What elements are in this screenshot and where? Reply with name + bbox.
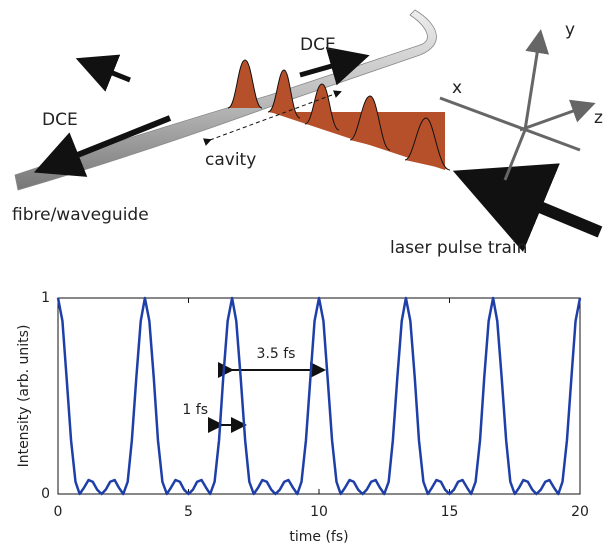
- y-axis-label: Intensity (arb. units): [16, 325, 32, 468]
- y-tick-label: 1: [41, 290, 50, 306]
- laser-arrow: [475, 180, 600, 232]
- y-axis-arrow: [525, 35, 540, 130]
- x-axis-label: time (fs): [289, 529, 348, 545]
- dce-arrow: [85, 62, 130, 80]
- y-tick-label: 0: [41, 486, 50, 502]
- label: cavity: [205, 150, 256, 170]
- label: laser pulse train: [390, 238, 527, 258]
- label: z: [594, 108, 603, 128]
- label: DCE: [300, 35, 336, 55]
- plot-frame: [58, 298, 580, 494]
- x-axis-line: [440, 98, 580, 150]
- axis-line: [505, 130, 525, 180]
- annotation: 1 fs: [182, 402, 208, 418]
- figure: DCE DCE cavity fibre/waveguide laser pul…: [0, 0, 608, 552]
- annotation: 3.5 fs: [257, 346, 296, 362]
- z-axis-arrow: [520, 105, 590, 130]
- label: fibre/waveguide: [12, 205, 149, 225]
- x-tick-label: 15: [441, 504, 459, 520]
- pulse: [228, 60, 262, 108]
- x-tick-label: 10: [310, 504, 328, 520]
- label: y: [565, 20, 575, 40]
- line-series: [58, 298, 580, 494]
- diagram: DCE DCE cavity fibre/waveguide laser pul…: [12, 10, 603, 258]
- x-tick-label: 5: [184, 504, 193, 520]
- label: DCE: [42, 110, 78, 130]
- label: x: [452, 78, 462, 98]
- x-tick-label: 20: [571, 504, 589, 520]
- x-tick-label: 0: [54, 504, 63, 520]
